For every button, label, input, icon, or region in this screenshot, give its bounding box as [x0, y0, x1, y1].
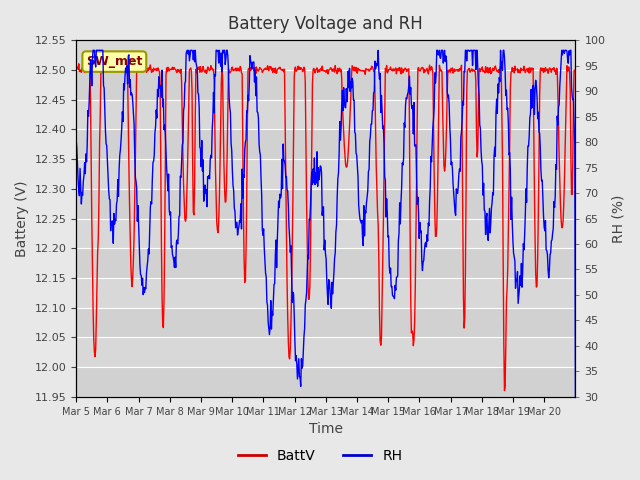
Bar	[76, 367, 575, 397]
X-axis label: Time: Time	[308, 422, 343, 436]
Title: Battery Voltage and RH: Battery Voltage and RH	[228, 15, 423, 33]
Bar	[76, 70, 575, 99]
Bar	[76, 248, 575, 278]
Legend: BattV, RH: BattV, RH	[232, 443, 408, 468]
Y-axis label: Battery (V): Battery (V)	[15, 180, 29, 257]
Bar	[76, 189, 575, 218]
Text: SW_met: SW_met	[86, 55, 143, 68]
Bar	[76, 308, 575, 337]
Bar	[76, 129, 575, 159]
Y-axis label: RH (%): RH (%)	[611, 194, 625, 243]
